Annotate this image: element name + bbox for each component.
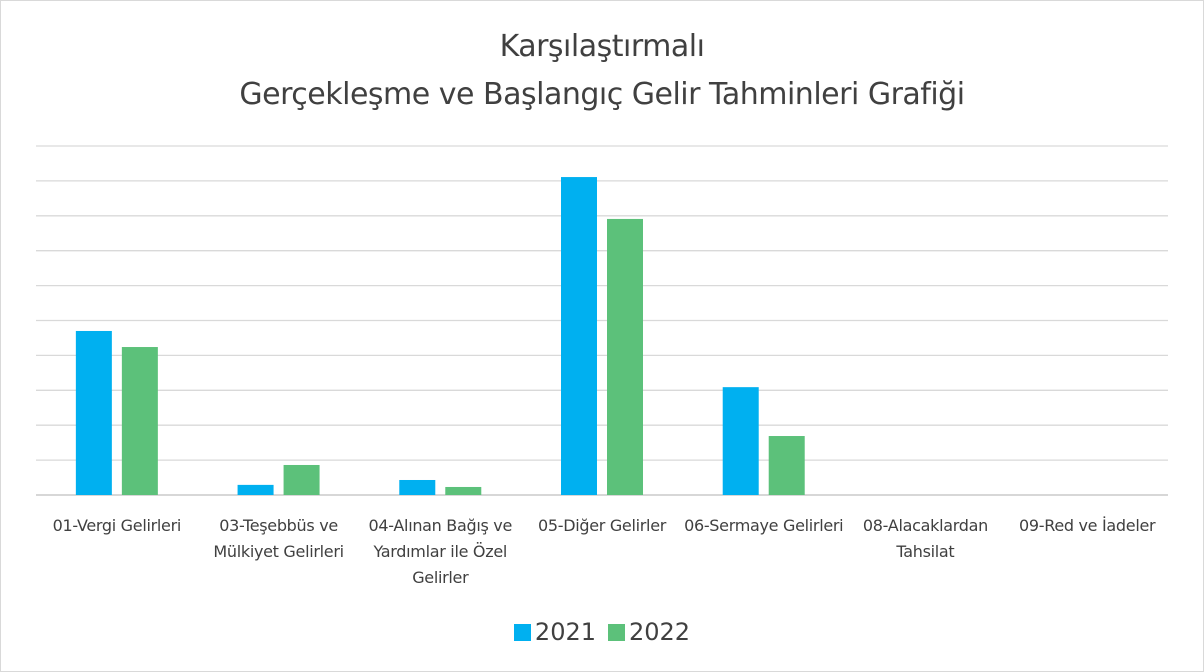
- legend-item: 2021: [513, 618, 596, 646]
- legend-label: 2022: [629, 618, 691, 646]
- bar: [722, 387, 759, 495]
- legend-swatch: [513, 624, 531, 641]
- legend: 2021 2022: [1, 618, 1203, 646]
- bar: [237, 484, 274, 495]
- chart-title: Gerçekleşme ve Başlangıç Gelir Tahminler…: [239, 77, 965, 112]
- bar: [75, 330, 112, 495]
- bar: [283, 464, 320, 495]
- bar: [607, 218, 643, 496]
- x-tick-label: 01-Vergi Gelirleri: [52, 516, 182, 535]
- x-tick-label: 08-Alacaklardan Tahsilat: [862, 516, 988, 561]
- legend-item: 2022: [608, 618, 690, 646]
- bar: [561, 177, 597, 495]
- bar: [768, 436, 805, 495]
- bar: [445, 486, 482, 495]
- x-tick-label: 05-Diğer Gelirler: [537, 516, 667, 535]
- chart-title: Karşılaştırmalı: [499, 29, 705, 64]
- x-tick-label: 06-Sermaye Gelirleri: [684, 516, 844, 535]
- x-tick-label: 09-Red ve İadeler: [1018, 516, 1156, 535]
- legend-label: 2021: [534, 618, 596, 646]
- bar: [121, 347, 158, 495]
- legend-swatch: [608, 624, 625, 641]
- bar: [399, 479, 436, 495]
- x-tick-label: 04-Alınan Bağış ve Yardımlar ile Özel Ge…: [368, 516, 513, 587]
- x-tick-label: 03-Teşebbüs ve Mülkiyet Gelirleri: [213, 516, 344, 561]
